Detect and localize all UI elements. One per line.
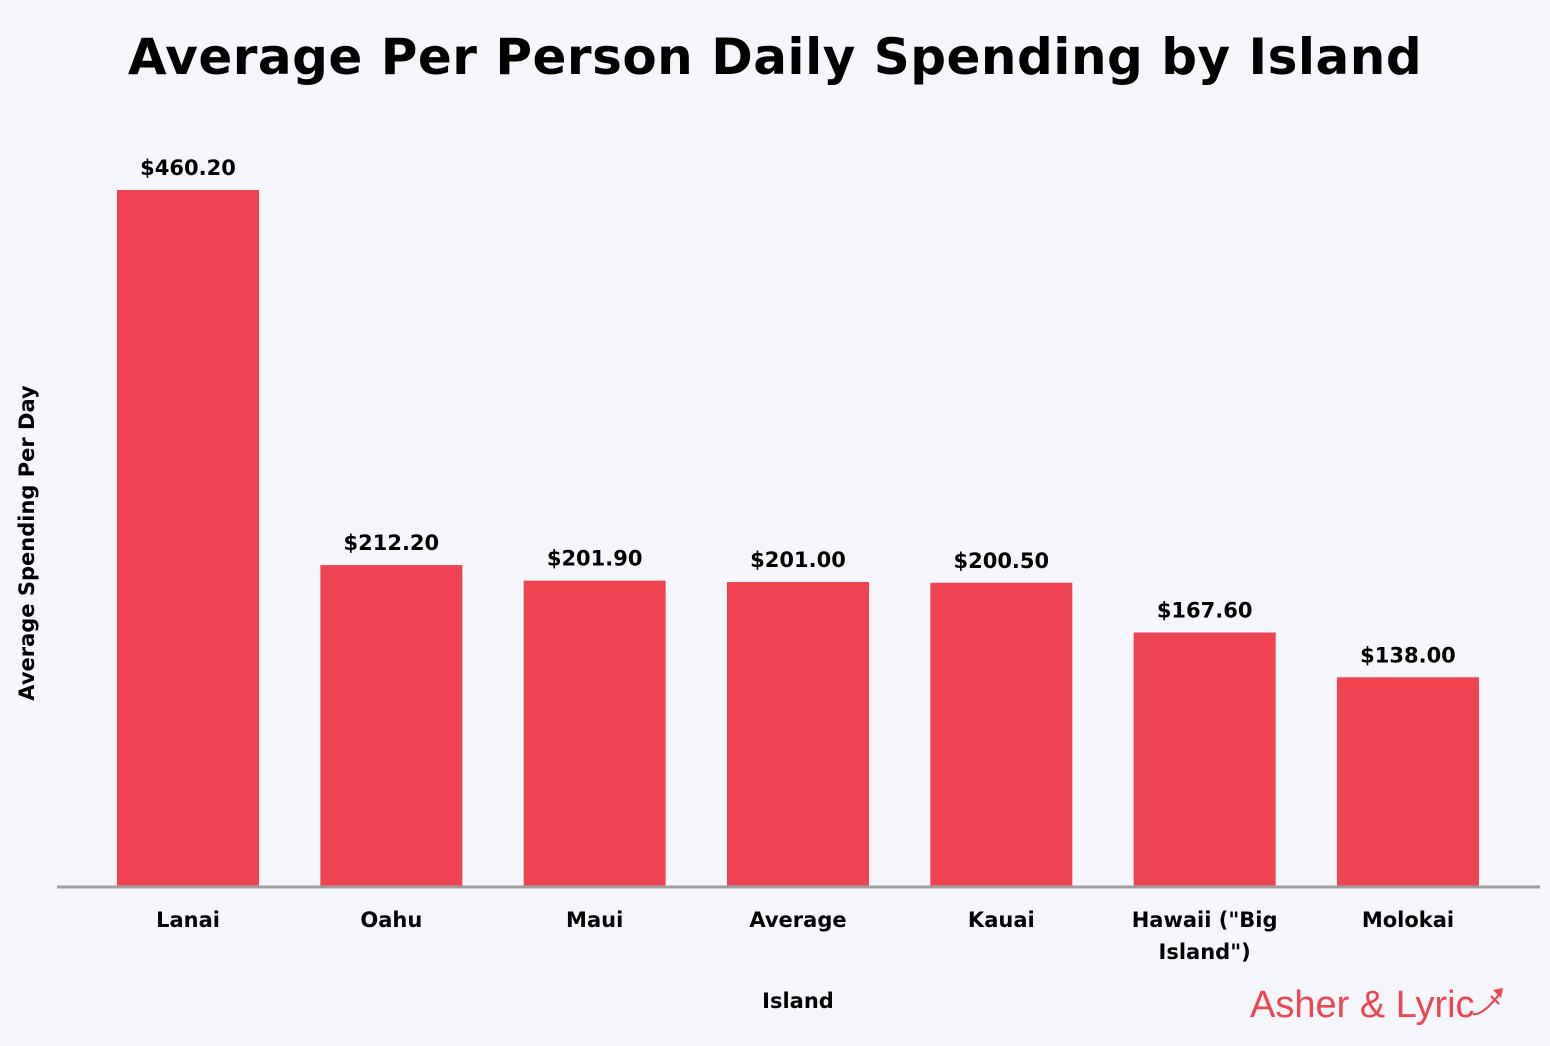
x-tick-label-4: Kauai [968, 908, 1035, 932]
bar-3 [726, 582, 869, 886]
x-tick-labels: Lanai Oahu Maui Average Kauai Hawaii ("Big Isl… [156, 908, 1454, 964]
brand-name: Asher & Lyric [1250, 984, 1475, 1026]
bar-2 [523, 580, 666, 886]
bar-value-label-0: $460.20 [140, 156, 236, 180]
airplane-icon [1472, 988, 1503, 1016]
bar-0 [117, 190, 259, 886]
bar-value-label-1: $212.20 [344, 531, 440, 555]
bar-5 [1133, 632, 1276, 886]
x-tick-label-6: Molokai [1362, 908, 1454, 932]
bar-value-label-6: $138.00 [1360, 643, 1456, 667]
x-tick-label-2: Maui [566, 908, 623, 932]
bars-group: $460.20 $212.20 $201.90 $201.00 $200.50 $167.… [117, 156, 1479, 886]
x-tick-label-1: Oahu [360, 908, 422, 932]
bar-value-label-3: $201.00 [750, 548, 846, 572]
x-tick-label-0: Lanai [156, 908, 220, 932]
bar-value-label-2: $201.90 [547, 547, 643, 571]
bar-value-label-4: $200.50 [953, 549, 1049, 573]
bar-1 [320, 565, 463, 886]
x-tick-label-5: Hawaii ("Big Island") [1132, 908, 1278, 964]
x-tick-label-3: Average [749, 908, 846, 932]
chart-title: Average Per Person Daily Spending by Isl… [127, 28, 1423, 86]
y-axis-title: Average Spending Per Day [15, 385, 39, 701]
bar-value-label-5: $167.60 [1157, 599, 1253, 623]
x-axis-title: Island [762, 989, 834, 1013]
bar-4 [930, 582, 1073, 886]
bar-6 [1336, 677, 1479, 886]
brand-logo: Asher & Lyric [1250, 984, 1505, 1027]
